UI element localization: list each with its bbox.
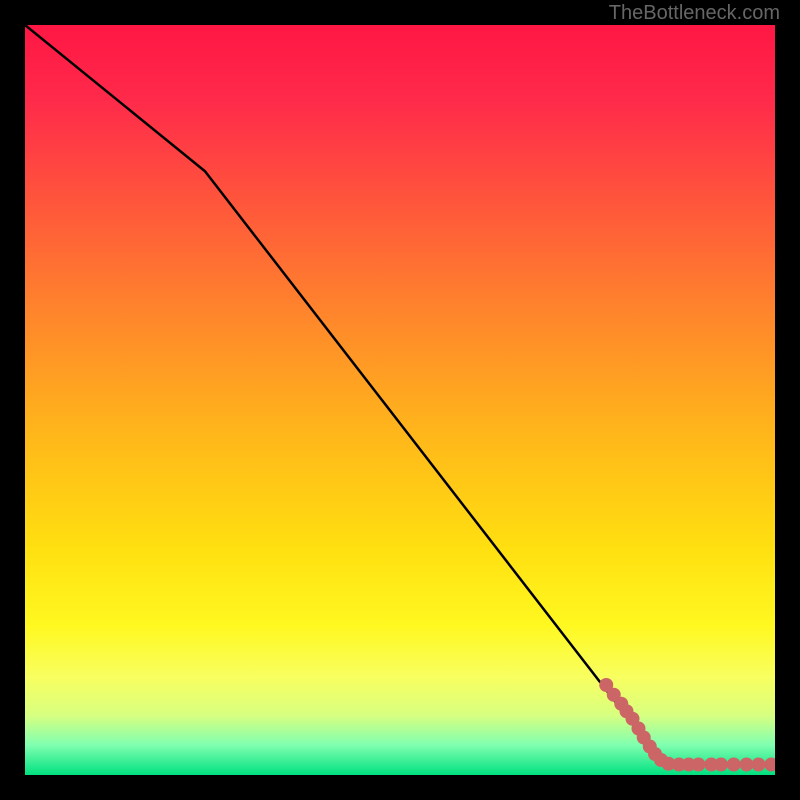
- chart-marker: [764, 758, 775, 772]
- chart-marker: [752, 758, 766, 772]
- chart-marker: [740, 758, 754, 772]
- chart-marker: [714, 758, 728, 772]
- chart-markers-layer: [25, 25, 775, 775]
- chart-plot-area: [25, 25, 775, 775]
- chart-marker: [692, 758, 706, 772]
- watermark-text: TheBottleneck.com: [609, 2, 780, 25]
- chart-marker: [727, 758, 741, 772]
